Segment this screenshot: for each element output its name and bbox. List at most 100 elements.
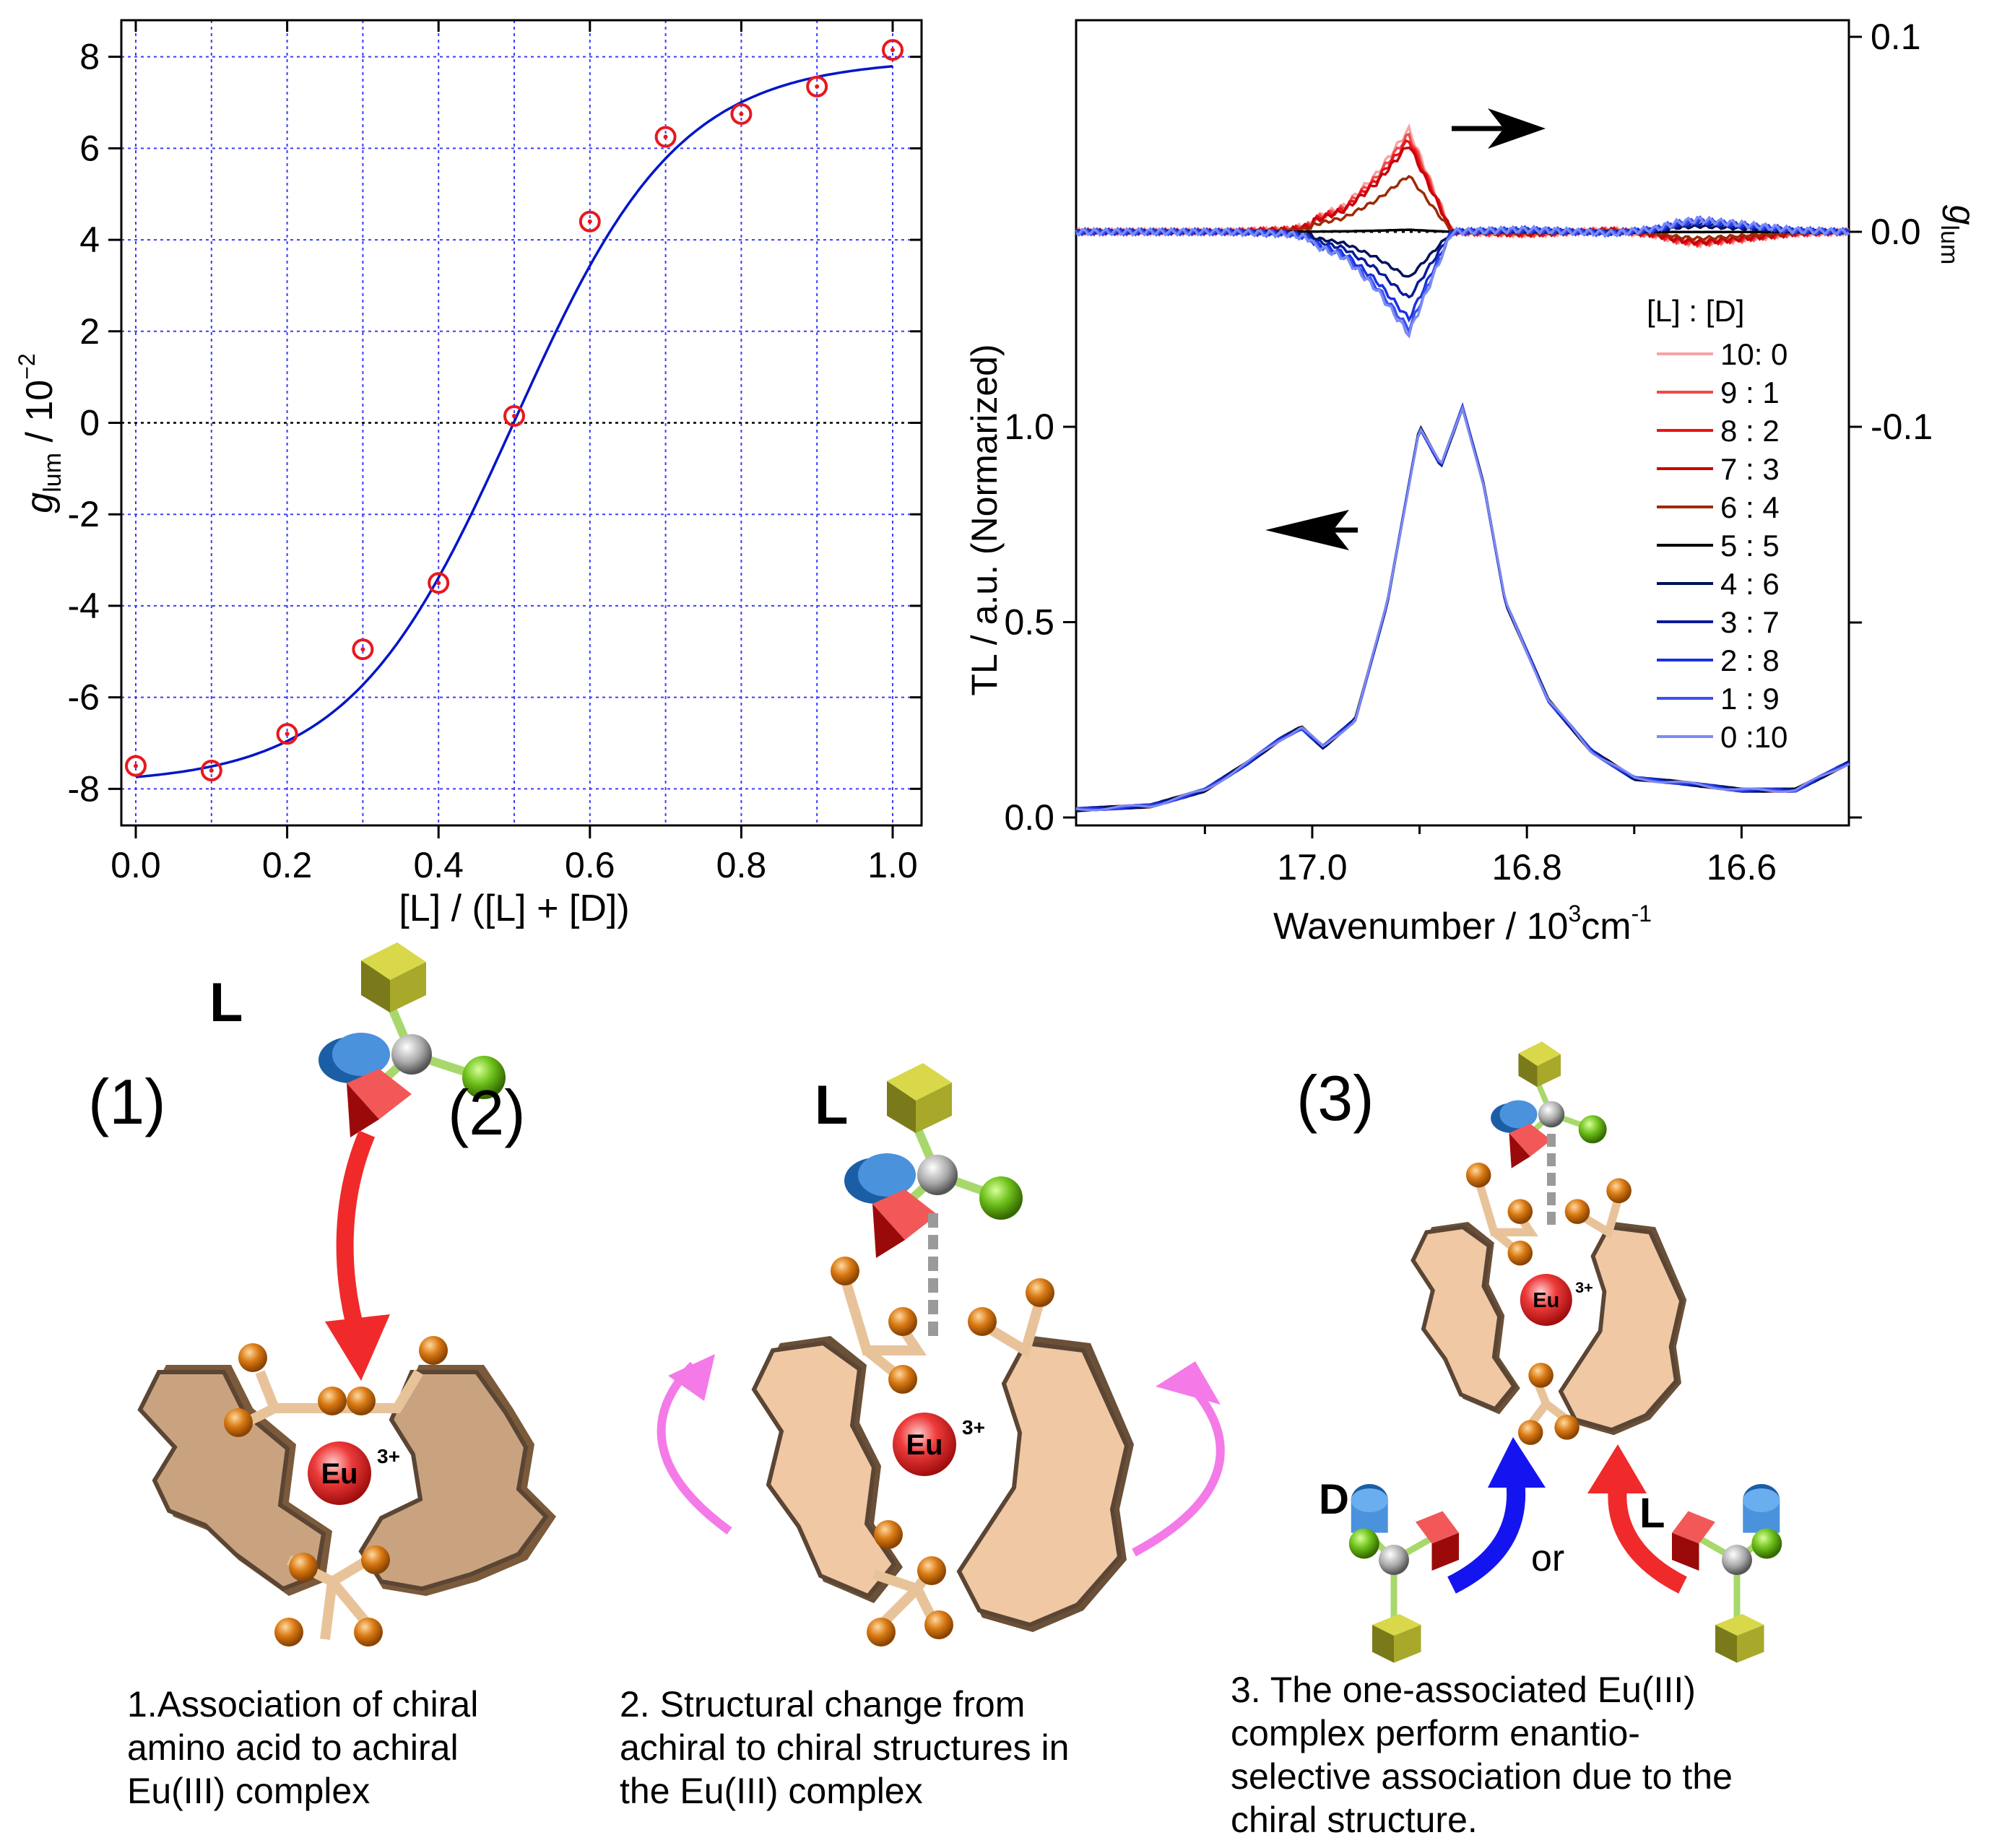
eu-complex-1: Eu 3+ — [137, 1336, 556, 1647]
x-label-unit: cm — [1581, 906, 1631, 947]
amino-acid-molecule-1 — [318, 942, 506, 1137]
data-point-center — [134, 763, 138, 768]
chart-a-points — [125, 39, 904, 781]
tl-series-line — [1075, 404, 1850, 812]
right-label-sub: lum — [1936, 225, 1963, 265]
data-point-center — [436, 581, 441, 586]
d-association-arrow — [1447, 1479, 1526, 1594]
data-point — [125, 755, 147, 777]
legend-label: 1 : 9 — [1720, 682, 1780, 716]
legend-title: [L] : [D] — [1647, 294, 1744, 328]
legend-label: 9 : 1 — [1720, 376, 1780, 409]
rotation-arrow-left-head — [668, 1354, 715, 1401]
x-label-main: Wavenumber / 10 — [1273, 906, 1568, 947]
chart-b-frame — [1075, 19, 1850, 827]
chart-a-x-axis-label: [L] / ([L] + [D]) — [399, 888, 629, 929]
left-arrow-head — [1265, 510, 1349, 550]
step-1-label: (1) — [88, 1066, 166, 1137]
data-point-center — [890, 48, 895, 53]
glum-series-line — [1075, 215, 1850, 339]
caption-3-line: selective association due to the — [1231, 1756, 1733, 1797]
y-tick-label: -8 — [68, 768, 100, 809]
data-point — [578, 210, 601, 233]
y-tick-label: 6 — [79, 128, 100, 168]
rotation-arrow-right — [1132, 1384, 1225, 1557]
data-point — [428, 572, 450, 594]
l-label-2: L — [815, 1075, 849, 1136]
y-right-tick-label: 0.0 — [1871, 212, 1921, 252]
eu-complex-3: Eu 3+ — [1410, 1162, 1687, 1445]
data-point-center — [739, 111, 744, 116]
y-tick-label: -6 — [68, 677, 100, 718]
caption-2: 2. Structural change from achiral to chi… — [620, 1683, 1069, 1813]
data-point — [503, 404, 525, 427]
y-right-tick-label: -0.1 — [1871, 407, 1933, 447]
data-point-center — [209, 768, 214, 773]
chart-a-y-axis-label: glum / 10−2 — [14, 353, 66, 513]
y-tick-label: -4 — [68, 586, 100, 626]
legend-label: 5 : 5 — [1720, 529, 1780, 563]
l-label-1: L — [209, 972, 243, 1033]
caption-1: 1.Association of chiral amino acid to ac… — [127, 1683, 478, 1813]
chart-b-left-y-label: TL / a.u. (Normarized) — [964, 344, 1005, 695]
or-label: or — [1531, 1537, 1565, 1579]
x-label-exp: 3 — [1568, 901, 1581, 927]
mechanism-schematic: Eu 3+ — [137, 942, 1782, 1663]
d-label: D — [1319, 1476, 1349, 1523]
caption-2-line: the Eu(III) complex — [620, 1771, 923, 1811]
eu-complex-2: Eu 3+ — [751, 1257, 1134, 1647]
y-label-g: g — [19, 493, 61, 513]
x-tick-label: 0.0 — [110, 845, 161, 885]
association-arrow-head — [325, 1314, 390, 1381]
data-point-center — [512, 413, 516, 418]
association-arrow — [336, 1130, 376, 1339]
d-amino-acid-molecule — [1348, 1484, 1459, 1663]
caption-3: 3. The one-associated Eu(III) complex pe… — [1231, 1668, 1733, 1842]
chart-a-ticks: 0.0 0.2 0.4 0.6 0.8 1.0 -8 -6 -4 -2 0 2 4 6 8 — [68, 20, 922, 885]
legend-label: 7 : 3 — [1720, 452, 1780, 486]
eu-label-1: Eu — [321, 1458, 358, 1490]
glum-vs-fraction-chart: 0.0 0.2 0.4 0.6 0.8 1.0 -8 -6 -4 -2 0 2 4 6 8 [L] / ([… — [14, 19, 923, 929]
y-left-tick-label: 0.0 — [1004, 797, 1054, 838]
right-arrow-head — [1488, 108, 1546, 149]
l-association-arrow-head — [1587, 1444, 1647, 1493]
l-amino-acid-molecule — [1672, 1484, 1782, 1663]
eu-label-3: Eu — [1533, 1289, 1559, 1312]
caption-1-line: 1.Association of chiral — [127, 1684, 479, 1725]
legend-label: 3 : 7 — [1720, 605, 1780, 639]
x-tick-label: 0.4 — [413, 845, 464, 885]
y-tick-label: 2 — [79, 311, 100, 352]
glum-series-line — [1075, 217, 1850, 323]
l-association-arrow — [1608, 1486, 1687, 1594]
y-tick-label: 8 — [79, 37, 100, 77]
step-3-label: (3) — [1296, 1062, 1374, 1134]
rotation-arrow-left — [656, 1361, 732, 1535]
data-point-center — [285, 732, 290, 737]
eu-label-2: Eu — [906, 1429, 942, 1461]
chart-b-legend: [L] : [D] 10: 0 9 : 1 8 : 2 7 : 3 6 : 4 5 : 5 4… — [1647, 294, 1788, 754]
eu-charge-3: 3+ — [1575, 1278, 1593, 1296]
y-tick-label: 4 — [79, 220, 100, 260]
l-label-3: L — [1639, 1490, 1665, 1537]
caption-2-line: achiral to chiral structures in — [620, 1727, 1070, 1768]
x-tick-label: 0.2 — [262, 845, 313, 885]
amino-acid-molecule-2 — [844, 1063, 1023, 1258]
legend-label: 6 : 4 — [1720, 490, 1780, 524]
step-2-label: (2) — [448, 1077, 526, 1148]
data-point — [200, 759, 222, 781]
glum-spectra — [1075, 123, 1850, 339]
d-association-arrow-head — [1488, 1437, 1546, 1488]
caption-2-line: 2. Structural change from — [620, 1684, 1026, 1725]
y-tick-label: -2 — [68, 494, 100, 534]
chart-a-fit-curve — [135, 65, 893, 778]
rotation-arrow-right-head — [1156, 1361, 1221, 1405]
caption-3-line: chiral structure. — [1231, 1800, 1478, 1840]
spectra-chart: 17.0 16.8 16.6 0.0 0.5 1.0 -0.1 0.0 0.1 [L] : [D… — [964, 17, 1982, 947]
caption-1-line: amino acid to achiral — [127, 1727, 459, 1768]
caption-3-line: complex perform enantio- — [1231, 1713, 1640, 1753]
y-label-unit: / 10 — [19, 380, 61, 453]
chart-b-x-axis-label: Wavenumber / 103cm-1 — [1273, 901, 1652, 947]
chart-b-right-y-label: glum — [1936, 205, 1982, 265]
legend-label: 4 : 6 — [1720, 567, 1780, 601]
